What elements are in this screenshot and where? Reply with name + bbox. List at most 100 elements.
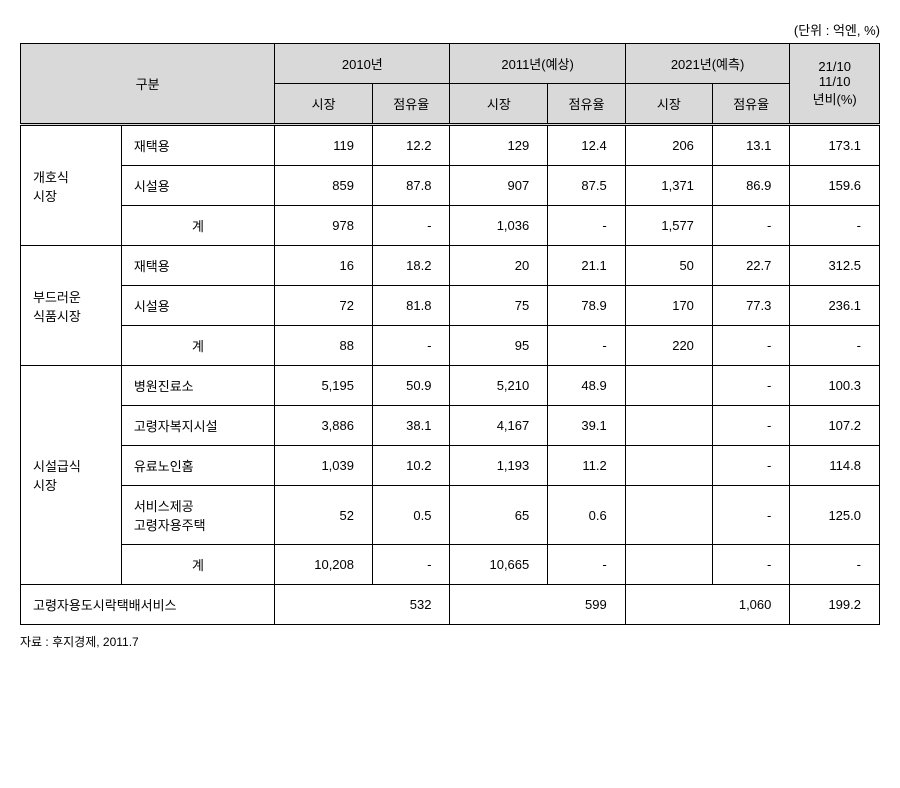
- data-cell: 1,193: [450, 446, 548, 486]
- data-cell: 159.6: [790, 166, 880, 206]
- data-cell: -: [712, 446, 789, 486]
- data-cell: -: [712, 206, 789, 246]
- data-cell: 48.9: [548, 366, 625, 406]
- table-row: 시설용7281.87578.917077.3236.1: [21, 286, 880, 326]
- data-cell: -: [790, 545, 880, 585]
- data-cell: 859: [275, 166, 373, 206]
- footer-label: 고령자용도시락택배서비스: [21, 585, 275, 625]
- table-row: 개호식 시장재택용11912.212912.420613.1173.1: [21, 125, 880, 166]
- data-cell: 0.5: [373, 486, 450, 545]
- data-cell: [625, 545, 712, 585]
- data-cell: 78.9: [548, 286, 625, 326]
- row-label: 재택용: [121, 246, 274, 286]
- row-label: 계: [121, 545, 274, 585]
- data-cell: 86.9: [712, 166, 789, 206]
- data-cell: 173.1: [790, 125, 880, 166]
- data-cell: [625, 446, 712, 486]
- data-cell: -: [790, 326, 880, 366]
- data-cell: 532: [275, 585, 450, 625]
- table-row: 부드러운 식품시장재택용1618.22021.15022.7312.5: [21, 246, 880, 286]
- data-cell: -: [712, 366, 789, 406]
- data-cell: 100.3: [790, 366, 880, 406]
- header-share: 점유율: [373, 84, 450, 125]
- data-cell: 119: [275, 125, 373, 166]
- data-cell: [625, 406, 712, 446]
- header-2010: 2010년: [275, 44, 450, 84]
- header-share: 점유율: [712, 84, 789, 125]
- data-cell: 1,371: [625, 166, 712, 206]
- row-label: 계: [121, 206, 274, 246]
- data-cell: 22.7: [712, 246, 789, 286]
- data-cell: -: [548, 545, 625, 585]
- unit-label: (단위 : 억엔, %): [20, 20, 880, 39]
- data-cell: 81.8: [373, 286, 450, 326]
- group-name: 개호식 시장: [21, 125, 122, 246]
- row-label: 병원진료소: [121, 366, 274, 406]
- data-cell: 114.8: [790, 446, 880, 486]
- data-cell: 18.2: [373, 246, 450, 286]
- data-cell: 10,208: [275, 545, 373, 585]
- data-cell: 1,060: [625, 585, 790, 625]
- table-row: 서비스제공 고령자용주택520.5650.6-125.0: [21, 486, 880, 545]
- data-cell: 87.5: [548, 166, 625, 206]
- row-label: 고령자복지시설: [121, 406, 274, 446]
- data-cell: [625, 366, 712, 406]
- row-label: 유료노인홈: [121, 446, 274, 486]
- data-cell: 206: [625, 125, 712, 166]
- header-2021: 2021년(예측): [625, 44, 790, 84]
- data-cell: 236.1: [790, 286, 880, 326]
- data-cell: [625, 486, 712, 545]
- header-market: 시장: [450, 84, 548, 125]
- data-cell: -: [790, 206, 880, 246]
- data-cell: 50: [625, 246, 712, 286]
- row-label: 서비스제공 고령자용주택: [121, 486, 274, 545]
- data-cell: 907: [450, 166, 548, 206]
- data-cell: -: [712, 326, 789, 366]
- data-cell: 77.3: [712, 286, 789, 326]
- data-cell: 20: [450, 246, 548, 286]
- table-row: 유료노인홈1,03910.21,19311.2 -114.8: [21, 446, 880, 486]
- header-category: 구분: [21, 44, 275, 125]
- table-row: 계88-95-220--: [21, 326, 880, 366]
- data-cell: 10.2: [373, 446, 450, 486]
- data-cell: 39.1: [548, 406, 625, 446]
- data-cell: 52: [275, 486, 373, 545]
- data-cell: 87.8: [373, 166, 450, 206]
- group-name: 시설급식 시장: [21, 366, 122, 585]
- header-ratio: 21/10 11/10 년비(%): [790, 44, 880, 125]
- footer-row: 고령자용도시락택배서비스5325991,060199.2: [21, 585, 880, 625]
- data-cell: 11.2: [548, 446, 625, 486]
- data-cell: 72: [275, 286, 373, 326]
- data-cell: 599: [450, 585, 625, 625]
- data-cell: -: [373, 206, 450, 246]
- table-row: 고령자복지시설3,88638.14,16739.1-107.2: [21, 406, 880, 446]
- row-label: 시설용: [121, 286, 274, 326]
- data-cell: 95: [450, 326, 548, 366]
- data-cell: 12.2: [373, 125, 450, 166]
- data-cell: -: [548, 206, 625, 246]
- header-share: 점유율: [548, 84, 625, 125]
- data-table: 구분 2010년 2011년(예상) 2021년(예측) 21/10 11/10…: [20, 43, 880, 625]
- table-row: 계10,208-10,665---: [21, 545, 880, 585]
- table-row: 계978-1,036-1,577--: [21, 206, 880, 246]
- header-2011: 2011년(예상): [450, 44, 625, 84]
- data-cell: 107.2: [790, 406, 880, 446]
- row-label: 시설용: [121, 166, 274, 206]
- data-cell: 0.6: [548, 486, 625, 545]
- data-cell: 4,167: [450, 406, 548, 446]
- data-cell: 21.1: [548, 246, 625, 286]
- data-cell: 65: [450, 486, 548, 545]
- data-cell: 1,036: [450, 206, 548, 246]
- data-cell: 170: [625, 286, 712, 326]
- data-cell: -: [548, 326, 625, 366]
- data-cell: 10,665: [450, 545, 548, 585]
- data-cell: -: [712, 545, 789, 585]
- data-cell: 1,577: [625, 206, 712, 246]
- data-cell: 199.2: [790, 585, 880, 625]
- header-market: 시장: [275, 84, 373, 125]
- row-label: 재택용: [121, 125, 274, 166]
- row-label: 계: [121, 326, 274, 366]
- data-cell: -: [373, 545, 450, 585]
- data-cell: 13.1: [712, 125, 789, 166]
- data-cell: 1,039: [275, 446, 373, 486]
